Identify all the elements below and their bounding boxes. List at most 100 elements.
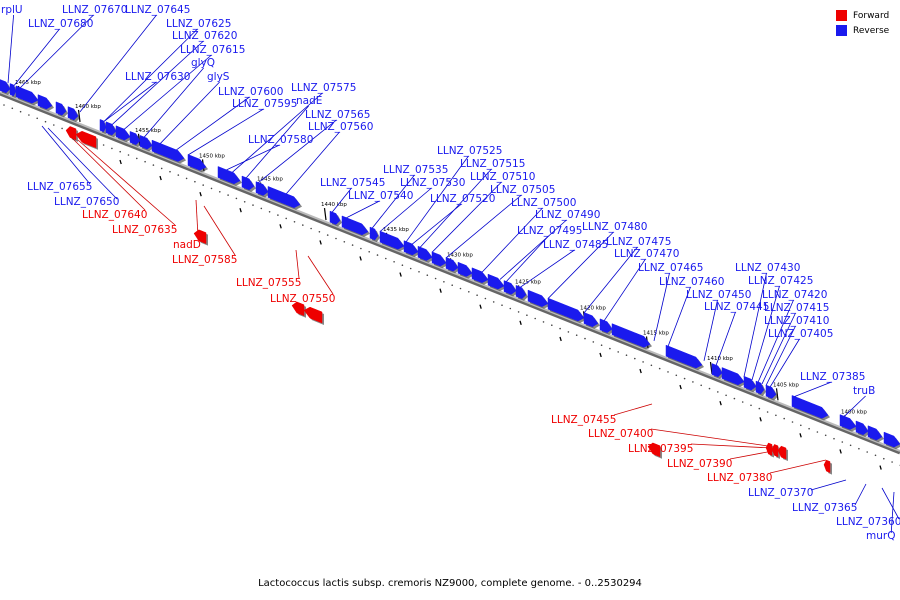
gene-label-llnz-07575: LLNZ_07575 (291, 82, 356, 94)
track-tick (519, 320, 522, 325)
gene-label-llnz-07520: LLNZ_07520 (430, 193, 495, 205)
leader-line (371, 174, 415, 229)
gene-label-llnz-07585: LLNZ_07585 (172, 254, 237, 266)
kbp-tick-label: 1445 kbp (257, 177, 283, 183)
gene-label-llnz-07635: LLNZ_07635 (112, 224, 177, 236)
track-dot (808, 427, 810, 430)
leader-line (703, 299, 718, 361)
reverse-gene-arrow (611, 323, 652, 350)
leader-line (103, 81, 157, 122)
leader-line (743, 272, 767, 377)
track-dot (741, 401, 744, 403)
forward-gene-arrow (75, 130, 98, 150)
track-dot (492, 301, 495, 303)
map-caption: Lactococcus lactis subsp. cremoris NZ900… (258, 578, 642, 589)
gene-label-llnz-07490: LLNZ_07490 (535, 209, 600, 221)
track-dot (883, 457, 885, 460)
track-dot (874, 454, 877, 457)
track-dot (19, 110, 22, 113)
gene-label-llnz-07545: LLNZ_07545 (320, 177, 385, 189)
reverse-gene-arrow (839, 414, 858, 432)
gene-label-llnz-07510: LLNZ_07510 (470, 171, 535, 183)
gene-label-llnz-07680: LLNZ_07680 (28, 18, 93, 30)
track-dot (302, 224, 304, 226)
reverse-gene-arrow (743, 375, 758, 393)
track-dot (700, 384, 702, 387)
leader-line (690, 443, 773, 449)
kbp-tick-label: 1405 kbp (773, 382, 799, 388)
track-dot (219, 191, 221, 193)
reverse-gene-arrow (431, 251, 448, 269)
reverse-gene-arrow (665, 344, 704, 371)
reverse-gene-arrow (721, 367, 746, 387)
reverse-gene-arrow (55, 101, 68, 118)
kbp-ticks: 1465 kbp 1460 kbp 1455 kbp 1450 kbp 1445 kbp… (15, 80, 867, 428)
kbp-tick-label: 1460 kbp (75, 104, 101, 110)
track-tick (679, 384, 682, 390)
leader-line (667, 286, 691, 347)
track-dot (451, 284, 454, 287)
reverse-gene-arrow (883, 431, 900, 450)
reverse-gene-arrow (583, 312, 600, 329)
reverse-gene-arrow (129, 130, 142, 147)
leader-line (295, 249, 300, 279)
reverse-gene-arrow (765, 384, 778, 401)
reverse-swatch (836, 25, 847, 36)
gene-label-llnz-07600: LLNZ_07600 (218, 86, 283, 98)
leader-line (757, 299, 794, 383)
gene-label-llnz-07630: LLNZ_07630 (125, 71, 190, 83)
gene-label-llnz-07525: LLNZ_07525 (437, 145, 502, 157)
track-dot (833, 437, 835, 440)
leader-line (810, 479, 847, 491)
reverse-gene-arrow (599, 318, 614, 335)
leader-line (245, 105, 309, 179)
track-dot (775, 414, 777, 417)
track-tick (479, 304, 482, 309)
track-dot (393, 261, 395, 263)
backbone-shadow (0, 91, 900, 455)
track-tick (799, 433, 802, 438)
leader-line (854, 483, 867, 506)
track-dot (160, 167, 163, 170)
gene-label-llnz-07365: LLNZ_07365 (792, 502, 857, 514)
leader-line (225, 144, 280, 171)
track-dot (625, 354, 628, 357)
track-dot (227, 194, 229, 196)
track-dot (185, 177, 188, 180)
reverse-gene-arrow (527, 289, 550, 309)
track-dot (293, 221, 296, 223)
gene-label-llnz-07640: LLNZ_07640 (82, 209, 147, 221)
track-dot (692, 381, 694, 383)
leader-line (175, 96, 250, 151)
gene-label-glyq: glyQ (191, 57, 215, 69)
leader-line (307, 255, 334, 295)
track-dot (609, 347, 611, 350)
kbp-tick-label: 1435 kbp (383, 227, 409, 233)
leader-line (203, 205, 236, 256)
gene-label-trub: truB (853, 385, 875, 397)
leader-line (715, 311, 736, 366)
gene-label-llnz-07470: LLNZ_07470 (614, 248, 679, 260)
track-dot (542, 321, 545, 323)
legend-forward: Forward (836, 8, 889, 23)
track-tick (719, 401, 722, 406)
track-tick (559, 336, 562, 342)
reverse-gene-arrow (341, 215, 370, 237)
track-tick (759, 417, 762, 422)
gene-label-llnz-07450: LLNZ_07450 (686, 289, 751, 301)
track-dot (733, 397, 736, 400)
reverse-gene-arrow (217, 166, 242, 186)
gene-label-llnz-07485: LLNZ_07485 (543, 239, 608, 251)
gene-label-llnz-07655: LLNZ_07655 (27, 181, 92, 193)
track-dot (476, 294, 478, 297)
track-dot (858, 447, 860, 450)
gene-label-llnz-07555: LLNZ_07555 (236, 277, 301, 289)
leader-line (499, 219, 567, 280)
track-dot (260, 207, 263, 210)
reverse-gene-arrow (151, 139, 186, 164)
gene-label-llnz-07425: LLNZ_07425 (748, 275, 813, 287)
track-dot (567, 331, 570, 333)
track-tick (399, 272, 402, 277)
leader-line (583, 246, 638, 314)
track-dot (658, 367, 661, 370)
